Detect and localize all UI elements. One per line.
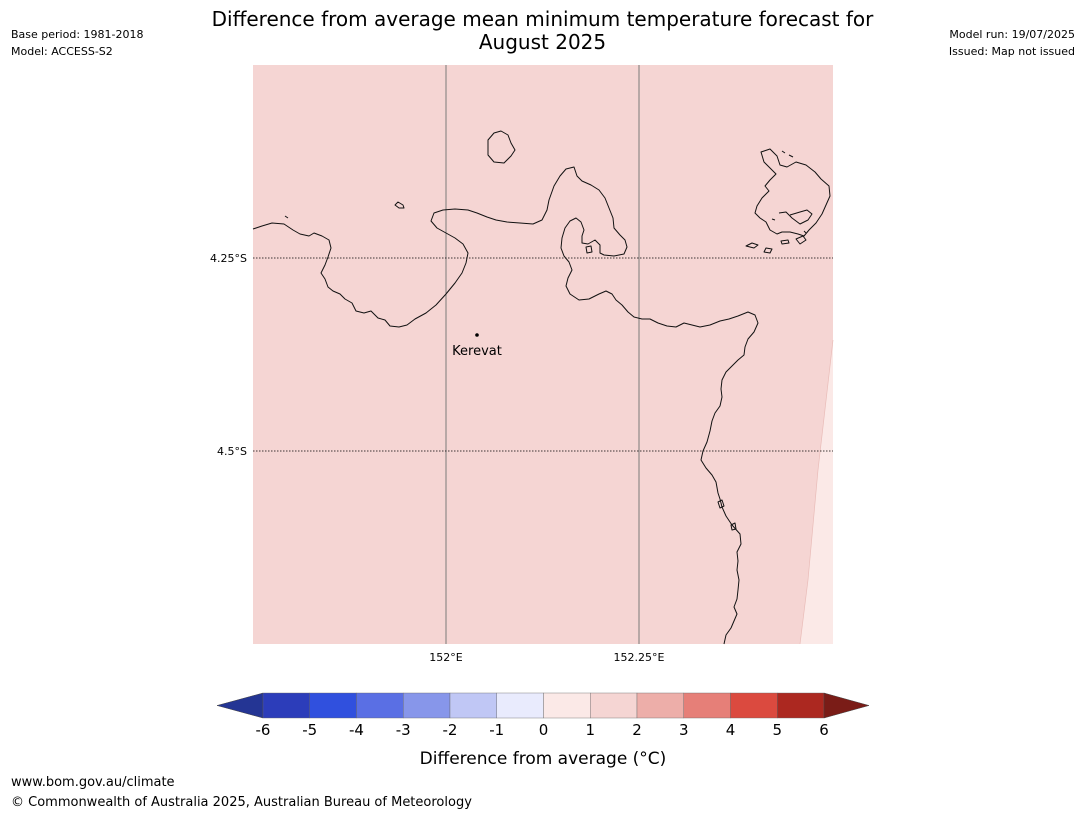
colorbar-extend-low	[216, 692, 264, 719]
colorbar-tick-label: 3	[679, 721, 689, 739]
colorbar: -6 -5 -4 -3 -2 -1 0 1 2 3 4 5 6	[216, 692, 870, 739]
colorbar-tick-label: 5	[772, 721, 782, 739]
lat-label-4-25: 4.25°S	[210, 252, 247, 265]
kerevat-label: Kerevat	[452, 344, 502, 359]
colorbar-segment	[590, 692, 638, 719]
colorbar-tick-label: -1	[489, 721, 504, 739]
colorbar-segment	[683, 692, 731, 719]
colorbar-segment	[777, 692, 825, 719]
colorbar-tick-label: -6	[256, 721, 271, 739]
colorbar-segment	[356, 692, 404, 719]
colorbar-tick-label: -2	[443, 721, 458, 739]
kerevat-marker	[475, 333, 479, 337]
lat-label-4-5: 4.5°S	[217, 445, 247, 458]
colorbar-tick-label: -3	[396, 721, 411, 739]
colorbar-segment	[543, 692, 591, 719]
colorbar-tick-label: -4	[349, 721, 364, 739]
base-period-label: Base period: 1981-2018	[11, 28, 144, 41]
footer-copyright: © Commonwealth of Australia 2025, Austra…	[11, 795, 472, 810]
map-title: Difference from average mean minimum tem…	[150, 8, 935, 54]
colorbar-tick-label: 6	[819, 721, 829, 739]
colorbar-tick-label: 1	[585, 721, 595, 739]
colorbar-segment	[262, 692, 310, 719]
colorbar-extend-high	[823, 692, 870, 719]
colorbar-segment	[449, 692, 497, 719]
lon-label-152: 152°E	[429, 651, 462, 664]
issued-label: Issued: Map not issued	[948, 45, 1075, 58]
title-line-2: August 2025	[478, 30, 607, 54]
colorbar-segment	[403, 692, 451, 719]
colorbar-segment	[730, 692, 778, 719]
anomaly-fill-0-1	[800, 340, 833, 644]
colorbar-tick-label: 0	[539, 721, 549, 739]
model-run-label: Model run: 19/07/2025	[949, 28, 1075, 41]
colorbar-segment	[309, 692, 357, 719]
lon-label-152-25: 152.25°E	[614, 651, 665, 664]
model-label: Model: ACCESS-S2	[11, 45, 113, 58]
footer-url: www.bom.gov.au/climate	[11, 775, 175, 790]
colorbar-tick-label: 2	[632, 721, 642, 739]
coastline	[252, 130, 831, 645]
colorbar-tick-label: -5	[302, 721, 317, 739]
colorbar-segment	[496, 692, 544, 719]
colorbar-tick-label: 4	[726, 721, 736, 739]
anomaly-contour	[799, 339, 834, 645]
colorbar-segment	[636, 692, 684, 719]
title-line-1: Difference from average mean minimum tem…	[211, 7, 874, 31]
colorbar-label: Difference from average (°C)	[420, 749, 667, 769]
anomaly-fill-1-2	[253, 65, 833, 644]
